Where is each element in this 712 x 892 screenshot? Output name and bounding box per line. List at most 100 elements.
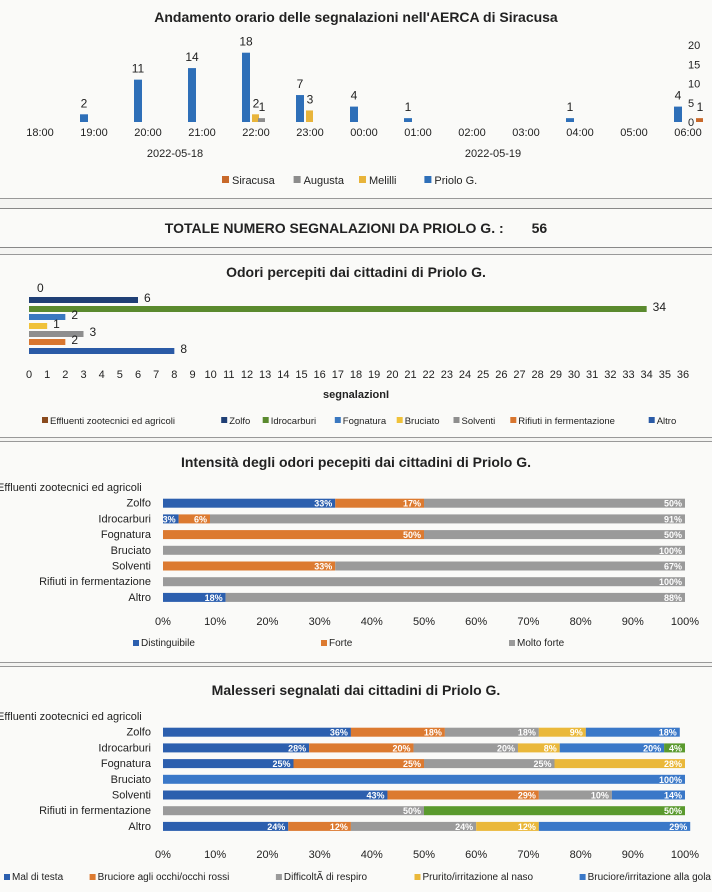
data-label: 67% xyxy=(664,562,682,572)
x-tick-label: 20 xyxy=(386,369,398,381)
date-label: 2022-05-19 xyxy=(465,148,521,160)
bar-priolo-g- xyxy=(566,118,574,122)
x-tick-label: 27 xyxy=(513,369,525,381)
bar-segment xyxy=(554,759,685,769)
data-label: 7 xyxy=(297,77,304,91)
category-label: Idrocarburi xyxy=(98,513,151,525)
data-label: 6% xyxy=(194,514,207,524)
data-label: 25% xyxy=(533,759,551,769)
data-label: 14 xyxy=(185,50,199,64)
legend-swatch xyxy=(321,640,327,646)
x-tick-label: 06:00 xyxy=(674,127,702,139)
bar-segment xyxy=(611,790,685,800)
data-label: 100% xyxy=(659,577,682,587)
legend-swatch xyxy=(648,417,655,423)
data-label: 3 xyxy=(90,325,97,339)
x-tick-label: 1 xyxy=(44,369,50,381)
data-label: 50% xyxy=(403,806,421,816)
category-label: Fognatura xyxy=(101,758,152,770)
x-tick-label: 24 xyxy=(459,369,471,381)
legend-label: Mal di testa xyxy=(12,872,64,883)
data-label: 36% xyxy=(330,728,348,738)
x-tick-label: 30% xyxy=(309,616,331,628)
bar-segment xyxy=(163,498,336,508)
total-reports-banner: TOTALE NUMERO SEGNALAZIONI DA PRIOLO G. … xyxy=(0,208,712,248)
bar-priolo-g- xyxy=(80,114,88,122)
category-label: Effluenti zootecnici ed agricoli xyxy=(0,711,142,723)
x-tick-label: 14 xyxy=(277,369,289,381)
legend-label: Bruciore/irritazione alla gola xyxy=(588,872,712,883)
bar-segment xyxy=(424,759,555,769)
category-label: Solventi xyxy=(112,561,151,573)
odors-chart-panel xyxy=(0,254,712,438)
data-label: 4% xyxy=(669,743,682,753)
x-tick-label: 40% xyxy=(361,849,383,861)
x-tick-label: 26 xyxy=(495,369,507,381)
data-label: 1 xyxy=(405,100,412,114)
bar-segment xyxy=(178,514,210,524)
category-label: Effluenti zootecnici ed agricoli xyxy=(0,482,142,494)
x-tick-label: 29 xyxy=(550,369,562,381)
x-tick-label: 7 xyxy=(153,369,159,381)
legend-swatch xyxy=(89,874,96,880)
category-label: Zolfo xyxy=(127,498,151,510)
category-label: Altro xyxy=(128,821,151,833)
x-tick-label: 5 xyxy=(117,369,123,381)
data-label: 1 xyxy=(697,100,704,114)
legend-label: Zolfo xyxy=(229,416,250,427)
bar-segment xyxy=(335,561,685,571)
data-label: 4 xyxy=(351,89,358,103)
data-label: 18% xyxy=(518,728,536,738)
bar-solventi xyxy=(29,331,84,337)
x-tick-label: 70% xyxy=(517,616,539,628)
bar-melilli xyxy=(306,110,313,122)
x-tick-label: 03:00 xyxy=(512,127,540,139)
x-tick-label: 16 xyxy=(314,369,326,381)
bar-segment xyxy=(163,774,685,784)
legend-label: Forte xyxy=(329,638,353,649)
bar-priolo-g- xyxy=(242,52,250,123)
bar-segment xyxy=(288,821,351,831)
legend-label: Altro xyxy=(657,416,677,427)
data-label: 18% xyxy=(659,728,677,738)
legend-label: DifficoltÃ di respiro xyxy=(284,870,368,883)
data-label: 18% xyxy=(424,728,442,738)
x-tick-label: 90% xyxy=(622,849,644,861)
bar-segment xyxy=(538,727,586,737)
chart-title: Andamento orario delle segnalazioni nell… xyxy=(154,9,558,25)
x-tick-label: 60% xyxy=(465,616,487,628)
category-label: Altro xyxy=(128,592,151,604)
data-label: 29% xyxy=(669,822,687,832)
bar-bruciato xyxy=(29,323,48,329)
x-tick-label: 01:00 xyxy=(404,127,432,139)
legend-swatch xyxy=(453,417,460,423)
bar-segment xyxy=(350,727,445,737)
data-label: 12% xyxy=(330,822,348,832)
legend-label: Bruciore agli occhi/occhi rossi xyxy=(98,872,230,883)
data-label: 50% xyxy=(403,530,421,540)
category-label: Bruciato xyxy=(111,545,151,557)
bar-priolo-g- xyxy=(674,106,682,122)
bar-segment xyxy=(163,545,685,555)
legend-label: Distinguibile xyxy=(141,638,195,649)
x-tick-label: 15 xyxy=(295,369,307,381)
x-tick-label: 35 xyxy=(659,369,671,381)
bar-segment xyxy=(517,743,560,753)
hourly-chart-panel xyxy=(0,0,712,199)
bar-segment xyxy=(163,592,226,602)
legend-swatch xyxy=(275,874,282,880)
x-tick-label: 21 xyxy=(404,369,416,381)
bar-segment xyxy=(163,743,310,753)
x-tick-label: 20% xyxy=(256,849,278,861)
x-tick-label: 2 xyxy=(62,369,68,381)
bar-segment xyxy=(350,821,477,831)
chart-title: Malesseri segnalati dai cittadini di Pri… xyxy=(212,682,501,698)
x-tick-label: 50% xyxy=(413,849,435,861)
x-tick-label: 20:00 xyxy=(134,127,162,139)
data-label: 25% xyxy=(403,759,421,769)
legend-swatch xyxy=(42,417,48,423)
legend-label: Molto forte xyxy=(517,638,565,649)
data-label: 18% xyxy=(205,593,223,603)
x-tick-label: 19 xyxy=(368,369,380,381)
